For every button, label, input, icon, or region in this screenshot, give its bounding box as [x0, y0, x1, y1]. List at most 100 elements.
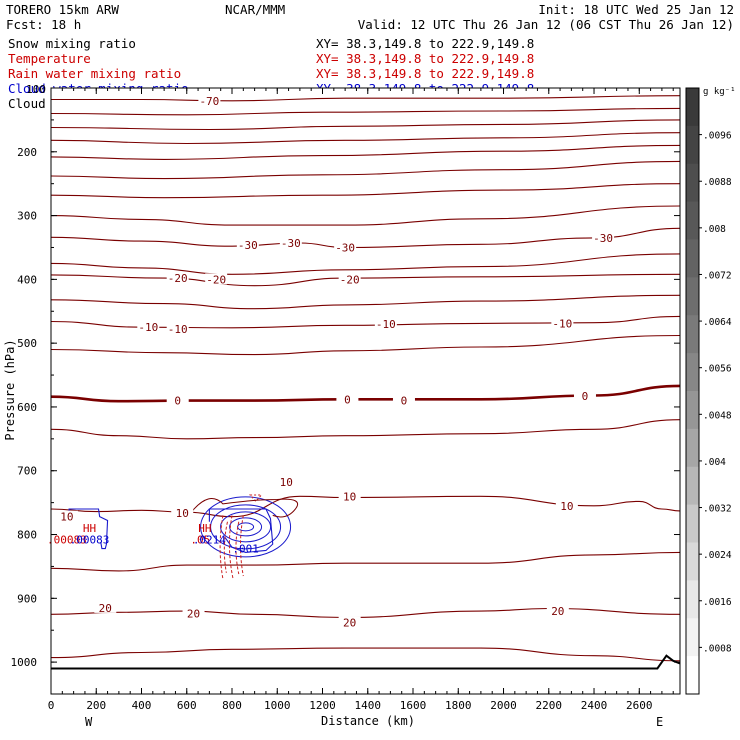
x-tick-label: 1000 [264, 699, 291, 712]
contour-label-bg [94, 601, 117, 613]
contour-label: 0 [582, 390, 589, 403]
contour-label: 10 [343, 490, 356, 503]
x-tick-label: 200 [86, 699, 106, 712]
colorbar-swatch [686, 239, 699, 278]
rain-water-contour [228, 515, 234, 580]
hydrometeor-label: .00083 [70, 534, 110, 547]
colorbar-label: .0056 [703, 364, 732, 375]
field-name: Snow mixing ratio [8, 36, 136, 51]
colorbar-swatch [686, 277, 699, 316]
colorbar-label: .0016 [703, 597, 732, 608]
contour-label: 0 [174, 395, 181, 408]
contour-label: -30 [593, 232, 613, 245]
isotherm-line [50, 273, 681, 287]
colorbar-swatch [686, 618, 699, 657]
contour-label: 20 [99, 602, 112, 615]
contour-label: -20 [206, 273, 226, 286]
x-tick-label: 2400 [581, 699, 608, 712]
colorbar-label: .004 [703, 457, 726, 468]
isotherm-line [51, 95, 681, 102]
x-tick-label: 1800 [445, 699, 472, 712]
x-tick-label: 2600 [626, 699, 653, 712]
x-tick-label: 2000 [490, 699, 517, 712]
contour-label: -30 [335, 241, 355, 254]
colorbar-frame [685, 87, 700, 695]
colorbar-swatch [686, 163, 699, 203]
field-xy: XY= 38.3,149.8 to 222.9,149.8 [316, 51, 534, 66]
hydrometeor-label: HH [83, 522, 96, 535]
contour-label-bg [336, 393, 359, 405]
hydrometeor-label: HH [198, 522, 211, 535]
contour-label-bg [166, 394, 189, 406]
x-tick-label: 2200 [536, 699, 563, 712]
contour-label: 20 [343, 617, 356, 630]
contour-label-bg [166, 323, 189, 335]
contour-label-bg [573, 390, 596, 402]
x-tick-label: 0 [48, 699, 55, 712]
colorbar-swatch [686, 656, 699, 695]
org-label: NCAR/MMM [225, 2, 285, 17]
contour-label: 10 [280, 476, 293, 489]
colorbar-label: .0088 [703, 177, 732, 188]
contour-label: -10 [138, 321, 158, 334]
contour-label-bg [198, 94, 221, 106]
isotherm-line [50, 160, 681, 180]
colorbar-swatch [686, 353, 699, 392]
y-tick-label: 600 [17, 401, 37, 414]
isotherm-line [50, 227, 681, 249]
contour-label-bg [392, 394, 415, 406]
contour-label-bg [338, 273, 361, 285]
y-tick-label: 400 [17, 273, 37, 286]
colorbar-label: .0096 [703, 131, 732, 142]
x-axis-ticks: 0 200 400 600 800 1000 1200 1400 1600 1800 2000 220… [48, 88, 674, 712]
contour-label-bg [275, 476, 298, 488]
colorbar-swatch [686, 428, 699, 468]
rain-water-contour [248, 494, 263, 503]
isotherm-line [50, 205, 681, 226]
contour-label-bg [279, 237, 302, 249]
colorbar-swatch [686, 201, 699, 240]
forecast-hour: Fcst: 18 h [6, 17, 81, 32]
contour-label-bg [592, 231, 615, 243]
y-tick-label: 500 [17, 337, 37, 350]
colorbar-swatch [686, 542, 699, 581]
field-xy: XY= 38.3,149.8 to 222.9,149.8 [316, 36, 534, 51]
hydrometeor-label: .0214 [193, 534, 226, 547]
contour-label: 0 [401, 395, 408, 408]
isotherms [50, 95, 681, 662]
isotherm-line [50, 334, 681, 356]
y-tick-label: 300 [17, 210, 37, 223]
field-xy: XY= 38.3,149.8 to 222.9,149.8 [316, 66, 534, 81]
y-tick-label: 700 [17, 465, 37, 478]
y-axis-title: Pressure (hPa) [3, 339, 17, 440]
field-name: Temperature [8, 51, 91, 66]
plot-frame [50, 87, 681, 695]
colorbar-label: .0024 [703, 550, 732, 561]
x-tick-label: 1400 [355, 699, 382, 712]
colorbar-swatch [686, 504, 699, 543]
contour-label-bg [166, 272, 189, 284]
y-tick-label: 900 [17, 592, 37, 605]
isotherm-line [50, 551, 681, 572]
isotherm-line [50, 144, 681, 160]
colorbar-label: .008 [703, 224, 726, 235]
isotherm-line [50, 119, 681, 131]
colorbar-label: .0032 [703, 504, 732, 515]
x-axis-title: Distance (km) [321, 714, 415, 728]
colorbar-swatch [686, 125, 699, 165]
contour-label: -10 [168, 323, 188, 336]
rain-water-contour [219, 515, 224, 580]
contour-label-bg [55, 510, 78, 522]
contour-label-bg [338, 616, 361, 628]
cloud-water-ring [229, 517, 263, 537]
init-time: Init: 18 UTC Wed 25 Jan 12 [538, 2, 734, 17]
x-tick-label: 600 [177, 699, 197, 712]
y-tick-label: 200 [17, 146, 37, 159]
contour-labels: -70 -30 -30 -30 -30 -20 -20 -20 -10 -10 -10 -10 0 0 0 0… [47, 94, 615, 630]
contour-label: -10 [376, 318, 396, 331]
isotherm-line [50, 253, 681, 275]
hydrometeor-label: .05 [190, 534, 210, 547]
contour-label: -20 [168, 272, 188, 285]
x-tick-label: 1200 [309, 699, 336, 712]
